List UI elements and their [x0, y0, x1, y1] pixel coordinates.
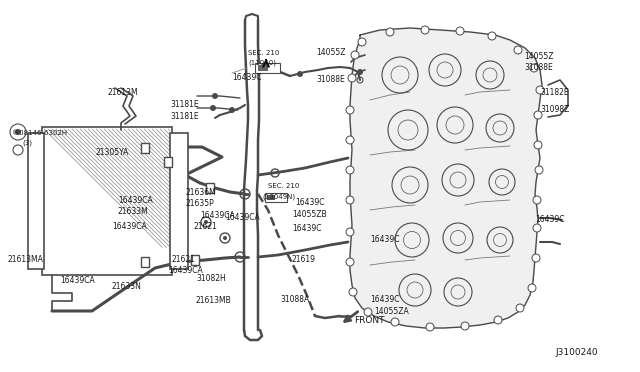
Circle shape — [346, 106, 354, 114]
Text: 31088A: 31088A — [280, 295, 309, 304]
Text: 31088E: 31088E — [524, 63, 553, 72]
Text: 21613MB: 21613MB — [196, 296, 232, 305]
Text: 21305YA: 21305YA — [95, 148, 129, 157]
Circle shape — [530, 64, 538, 72]
Text: 16439CA: 16439CA — [118, 196, 153, 205]
Text: 16439CA: 16439CA — [200, 211, 235, 220]
Circle shape — [535, 166, 543, 174]
Circle shape — [514, 46, 522, 54]
Bar — [141, 143, 149, 153]
Text: 31182E: 31182E — [540, 88, 568, 97]
Text: (11060): (11060) — [248, 59, 276, 65]
Circle shape — [421, 26, 429, 34]
Circle shape — [528, 284, 536, 292]
Circle shape — [229, 107, 235, 113]
Circle shape — [223, 236, 227, 240]
Text: ®08146-6302H: ®08146-6302H — [12, 130, 67, 136]
Bar — [42, 127, 172, 275]
Circle shape — [532, 254, 540, 262]
Text: 16439C: 16439C — [292, 224, 321, 233]
Text: 21619: 21619 — [292, 255, 316, 264]
Text: 16439C: 16439C — [295, 198, 324, 207]
Circle shape — [266, 64, 274, 72]
Text: J3100240: J3100240 — [555, 348, 598, 357]
Bar — [170, 133, 188, 269]
Circle shape — [456, 27, 464, 35]
Text: SEC. 210: SEC. 210 — [248, 50, 280, 56]
Bar — [206, 183, 214, 193]
Bar — [141, 257, 149, 267]
Text: 21633N: 21633N — [112, 282, 142, 291]
Text: 14055ZA: 14055ZA — [374, 307, 409, 316]
Text: 16439CA: 16439CA — [225, 213, 260, 222]
Circle shape — [516, 304, 524, 312]
Circle shape — [364, 308, 372, 316]
Circle shape — [358, 38, 366, 46]
Text: 31181E: 31181E — [170, 112, 198, 121]
Text: 14055Z: 14055Z — [316, 48, 346, 57]
Text: 21636M: 21636M — [185, 188, 216, 197]
Circle shape — [534, 141, 542, 149]
Text: 21635P: 21635P — [185, 199, 214, 208]
Text: 21621: 21621 — [172, 255, 196, 264]
Circle shape — [349, 288, 357, 296]
Text: 14055Z: 14055Z — [524, 52, 554, 61]
Circle shape — [533, 196, 541, 204]
Circle shape — [346, 136, 354, 144]
Circle shape — [297, 71, 303, 77]
Circle shape — [391, 318, 399, 326]
Polygon shape — [350, 28, 542, 328]
Text: FRONT: FRONT — [354, 316, 385, 325]
Text: (3): (3) — [22, 140, 32, 147]
Circle shape — [346, 196, 354, 204]
Bar — [255, 63, 280, 73]
Circle shape — [346, 228, 354, 236]
Circle shape — [426, 323, 434, 331]
Text: SEC. 210: SEC. 210 — [268, 183, 300, 189]
Circle shape — [534, 111, 542, 119]
Text: 31088E: 31088E — [316, 75, 345, 84]
Bar — [258, 65, 268, 71]
Circle shape — [536, 86, 544, 94]
Circle shape — [346, 166, 354, 174]
Circle shape — [15, 129, 21, 135]
Circle shape — [348, 74, 356, 82]
Text: 16439C: 16439C — [535, 215, 564, 224]
Bar — [267, 195, 275, 200]
Text: 16439CA: 16439CA — [60, 276, 95, 285]
Circle shape — [357, 69, 363, 75]
Text: 31082H: 31082H — [196, 274, 226, 283]
Text: 21613M: 21613M — [107, 88, 138, 97]
Text: 31098Z: 31098Z — [540, 105, 570, 114]
Text: 16439C: 16439C — [370, 235, 399, 244]
Text: 14055ZB: 14055ZB — [292, 210, 326, 219]
Circle shape — [461, 322, 469, 330]
Circle shape — [494, 316, 502, 324]
Bar — [265, 193, 287, 202]
Bar — [28, 133, 44, 269]
Bar — [191, 255, 199, 265]
Text: 21633M: 21633M — [118, 207, 148, 216]
Text: 21613MA: 21613MA — [8, 255, 44, 264]
Text: 21621: 21621 — [193, 222, 217, 231]
Circle shape — [346, 258, 354, 266]
Text: 16439CA: 16439CA — [112, 222, 147, 231]
Text: 16439C: 16439C — [232, 73, 262, 82]
Circle shape — [212, 93, 218, 99]
Circle shape — [210, 105, 216, 111]
Circle shape — [386, 28, 394, 36]
Circle shape — [488, 32, 496, 40]
Text: 16439C: 16439C — [370, 295, 399, 304]
Circle shape — [533, 224, 541, 232]
Text: 16439CA: 16439CA — [168, 266, 203, 275]
Bar — [164, 157, 172, 167]
Circle shape — [204, 220, 208, 224]
Text: 31181E: 31181E — [170, 100, 198, 109]
Text: (13049N): (13049N) — [262, 193, 295, 199]
Circle shape — [351, 51, 359, 59]
